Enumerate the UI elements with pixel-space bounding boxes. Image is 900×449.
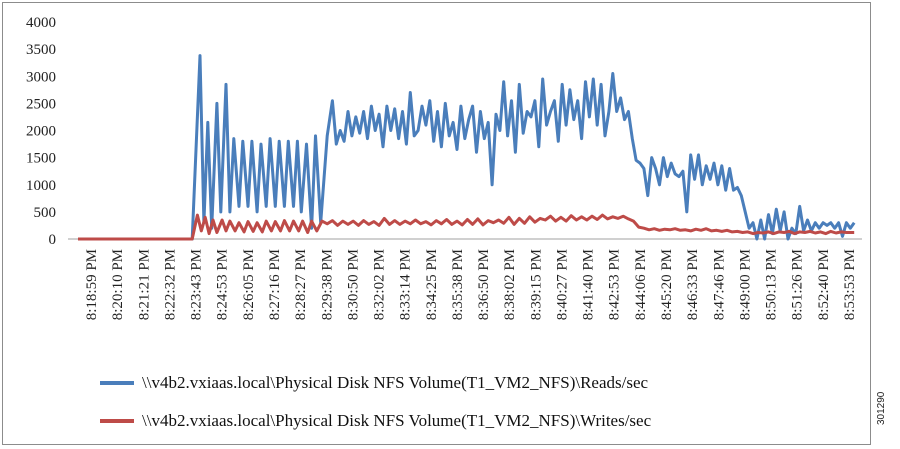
- x-tick-label: 8:45:20 PM: [659, 249, 675, 320]
- x-tick-label: 8:27:16 PM: [267, 249, 283, 320]
- x-tick-label: 8:36:50 PM: [476, 249, 492, 320]
- x-tick-label: 8:39:15 PM: [528, 249, 544, 320]
- y-axis: 0 500 1000 1500 2000 2500 3000 3500 4000: [26, 15, 56, 248]
- series-line-writes: [78, 213, 855, 241]
- series-lines: [78, 54, 856, 241]
- y-tick-label: 500: [34, 205, 57, 221]
- x-tick-label: 8:47:46 PM: [711, 249, 727, 320]
- legend-swatch-writes: [100, 419, 134, 423]
- x-tick-label: 8:38:02 PM: [502, 249, 518, 320]
- y-tick-label: 3500: [26, 42, 56, 58]
- x-tick-label: 8:29:38 PM: [319, 249, 335, 320]
- chart-frame: [2, 2, 871, 445]
- x-tick-label: 8:18:59 PM: [84, 249, 100, 320]
- x-tick-label: 8:30:50 PM: [345, 249, 361, 320]
- x-axis: 8:18:59 PM 8:20:10 PM 8:21:21 PM 8:22:32 PM…: [68, 238, 862, 320]
- x-tick-label: 8:41:40 PM: [581, 249, 597, 320]
- y-tick-label: 0: [49, 232, 57, 248]
- x-tick-label: 8:22:32 PM: [162, 249, 178, 320]
- series-line-reads: [78, 54, 856, 241]
- legend-label-writes: \\v4b2.vxiaas.local\Physical Disk NFS Vo…: [142, 411, 652, 430]
- x-tick-label: 8:46:33 PM: [685, 249, 701, 320]
- x-tick-label: 8:21:21 PM: [136, 249, 152, 320]
- y-tick-label: 1000: [26, 178, 56, 194]
- x-tick-label: 8:42:53 PM: [607, 249, 623, 320]
- x-tick-label: 8:53:53 PM: [842, 249, 858, 320]
- x-tick-label: 8:23:43 PM: [189, 249, 205, 320]
- x-tick-label: 8:24:53 PM: [215, 249, 231, 320]
- figure-id: 301290: [876, 391, 887, 425]
- y-tick-label: 3000: [26, 69, 56, 85]
- x-tick-label: 8:26:05 PM: [241, 249, 257, 320]
- legend-item-reads: \\v4b2.vxiaas.local\Physical Disk NFS Vo…: [100, 373, 648, 393]
- x-tick-label: 8:20:10 PM: [110, 249, 126, 320]
- y-tick-label: 4000: [26, 15, 56, 31]
- x-tick-label: 8:33:14 PM: [398, 249, 414, 320]
- legend-swatch-reads: [100, 381, 134, 385]
- x-tick-label: 8:52:40 PM: [816, 249, 832, 320]
- x-tick-label: 8:34:25 PM: [424, 249, 440, 320]
- x-tick-label: 8:44:06 PM: [633, 249, 649, 320]
- legend-label-reads: \\v4b2.vxiaas.local\Physical Disk NFS Vo…: [142, 373, 649, 392]
- x-tick-label: 8:49:00 PM: [737, 249, 753, 320]
- x-tick-label: 8:35:38 PM: [450, 249, 466, 320]
- y-tick-label: 1500: [26, 151, 56, 167]
- y-tick-label: 2000: [26, 124, 56, 140]
- x-tick-label: 8:32:02 PM: [372, 249, 388, 320]
- x-tick-label: 8:51:26 PM: [790, 249, 806, 320]
- x-tick-label: 8:40:27 PM: [554, 249, 570, 320]
- legend-item-writes: \\v4b2.vxiaas.local\Physical Disk NFS Vo…: [100, 411, 651, 431]
- x-tick-label: 8:50:13 PM: [764, 249, 780, 320]
- x-tick-label: 8:28:27 PM: [293, 249, 309, 320]
- y-tick-label: 2500: [26, 96, 56, 112]
